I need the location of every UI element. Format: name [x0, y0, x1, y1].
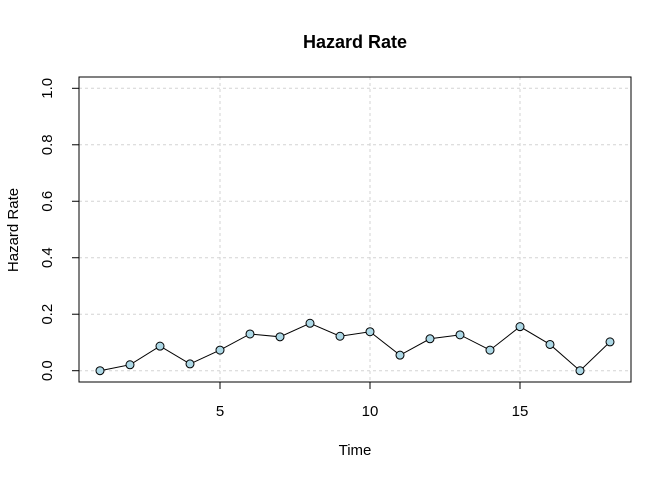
data-point-7: [275, 332, 285, 342]
y-axis: 0.0 0.2 0.4 0.6 0.8 1.0: [39, 78, 80, 381]
data-point-14: [485, 345, 495, 355]
data-point-12: [425, 334, 435, 344]
x-tick-label-1: 10: [362, 403, 379, 420]
y-tick-label-0: 0.0: [39, 360, 56, 381]
x-axis: 5 10 15: [216, 381, 529, 420]
data-point-10: [365, 327, 375, 337]
grid-lines: [79, 77, 631, 382]
chart-title: Hazard Rate: [303, 32, 407, 52]
data-point-5: [215, 345, 225, 355]
y-tick-label-5: 1.0: [39, 78, 56, 99]
series-group: [95, 318, 615, 376]
y-tick-label-1: 0.2: [39, 304, 56, 325]
data-point-6: [245, 329, 255, 339]
y-axis-label: Hazard Rate: [5, 188, 22, 272]
y-tick-label-4: 0.8: [39, 134, 56, 155]
data-point-17: [575, 366, 585, 376]
y-tick-label-3: 0.6: [39, 191, 56, 212]
y-tick-label-2: 0.4: [39, 247, 56, 268]
data-point-9: [335, 331, 345, 341]
data-point-18: [605, 337, 615, 347]
data-point-16: [545, 339, 555, 349]
data-point-15: [515, 322, 525, 332]
plot-frame: [78, 76, 632, 383]
x-tick-label-0: 5: [216, 403, 224, 420]
data-point-1: [95, 366, 105, 376]
x-axis-label: Time: [339, 442, 372, 459]
data-point-3: [155, 341, 165, 351]
data-point-8: [305, 318, 315, 328]
data-point-2: [125, 360, 135, 370]
data-point-4: [185, 359, 195, 369]
series-line: [99, 322, 611, 372]
data-point-13: [455, 330, 465, 340]
data-point-11: [395, 350, 405, 360]
x-tick-label-2: 15: [512, 403, 529, 420]
